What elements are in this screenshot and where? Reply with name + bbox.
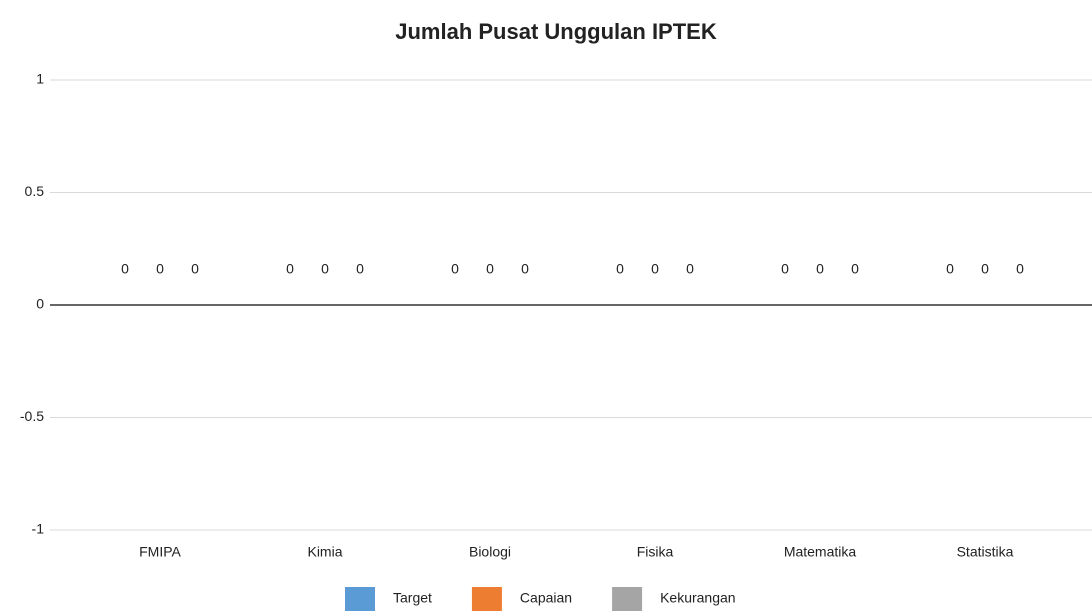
legend-label: Capaian <box>520 590 572 606</box>
data-label: 0 <box>486 261 494 277</box>
data-label: 0 <box>321 261 329 277</box>
legend-swatch <box>471 587 502 611</box>
data-label: 0 <box>686 261 694 277</box>
chart-title: Jumlah Pusat Unggulan IPTEK <box>395 19 717 44</box>
data-label: 0 <box>981 261 989 277</box>
x-tick-label: FMIPA <box>139 544 181 560</box>
data-label: 0 <box>191 261 199 277</box>
y-tick-label: -0.5 <box>20 408 44 424</box>
data-label: 0 <box>521 261 529 277</box>
y-tick-label: 0 <box>36 296 44 312</box>
data-label: 0 <box>851 261 859 277</box>
data-label: 0 <box>121 261 129 277</box>
y-tick-label: -1 <box>32 521 45 537</box>
data-label: 0 <box>816 261 824 277</box>
data-label: 0 <box>451 261 459 277</box>
x-tick-label: Biologi <box>469 544 511 560</box>
legend-swatch <box>612 587 643 611</box>
y-tick-label: 1 <box>36 71 44 87</box>
y-tick-label: 0.5 <box>25 183 45 199</box>
legend-swatch <box>345 587 375 611</box>
x-tick-label: Fisika <box>637 544 674 560</box>
data-label: 0 <box>616 261 624 277</box>
x-tick-label: Kimia <box>307 544 342 560</box>
data-label: 0 <box>651 261 659 277</box>
data-label: 0 <box>1016 261 1024 277</box>
x-tick-label: Statistika <box>957 544 1014 560</box>
legend-label: Target <box>393 590 432 606</box>
legend-label: Kekurangan <box>660 590 736 606</box>
data-label: 0 <box>286 261 294 277</box>
data-label: 0 <box>946 261 954 277</box>
data-label: 0 <box>156 261 164 277</box>
x-tick-label: Matematika <box>784 544 857 560</box>
data-label: 0 <box>781 261 789 277</box>
data-label: 0 <box>356 261 364 277</box>
